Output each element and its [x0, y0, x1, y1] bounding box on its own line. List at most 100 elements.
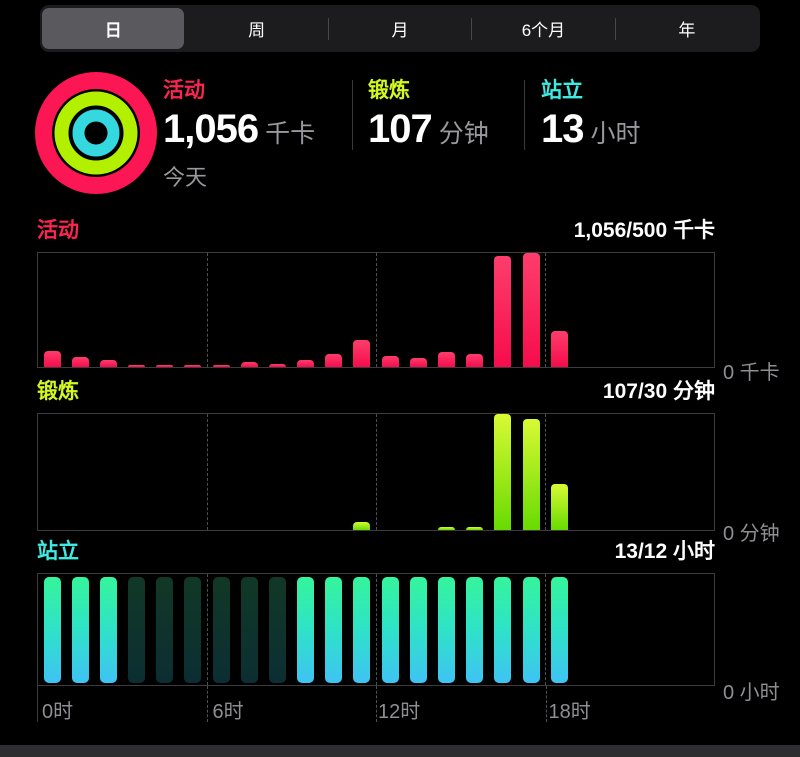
- bar-hour-9: [297, 577, 315, 683]
- hour-slot-17: [517, 577, 545, 683]
- segment-日[interactable]: 日: [42, 8, 185, 49]
- gridline: [376, 253, 377, 367]
- stat-stand-unit: 小时: [590, 120, 641, 148]
- hour-slot-21: [630, 577, 658, 683]
- bar-hour-14: [437, 526, 455, 530]
- segment-周[interactable]: 周: [248, 21, 266, 40]
- hour-slot-20: [601, 253, 629, 367]
- segment-divider: [471, 17, 473, 40]
- segment-年[interactable]: 年: [678, 21, 696, 40]
- stat-stand-value: 13: [541, 107, 584, 151]
- segmented-control: 日 周 月 6个月 年: [40, 5, 760, 52]
- move-chart-section: 活动 1,056/500 千卡 0 千卡: [37, 218, 780, 384]
- bar-hour-5: [184, 364, 202, 367]
- stat-exercise: 锻炼 107 分钟: [368, 80, 489, 150]
- bar-hour-14: [437, 577, 455, 683]
- bar-hour-12: [381, 355, 399, 367]
- hour-slot-3: [123, 414, 151, 530]
- axis-label-6h: 6时: [212, 701, 244, 723]
- hour-slot-2: [94, 414, 122, 530]
- hour-slot-8: [263, 253, 291, 367]
- hour-slot-3: [123, 577, 151, 683]
- gridline: [376, 414, 377, 530]
- bar-hour-15: [466, 526, 484, 530]
- hour-slot-22: [658, 253, 686, 367]
- hour-slot-15: [461, 414, 489, 530]
- activity-rings-icon: [35, 72, 157, 194]
- hour-slot-17: [517, 253, 545, 367]
- hour-slot-21: [630, 414, 658, 530]
- bar-hour-8: [268, 577, 286, 683]
- stat-exercise-label: 锻炼: [368, 79, 410, 102]
- hour-slot-5: [179, 253, 207, 367]
- stat-move-value: 1,056: [163, 107, 259, 151]
- hour-slot-19: [573, 253, 601, 367]
- hour-slot-0: [38, 577, 66, 683]
- segment-月[interactable]: 月: [391, 21, 409, 40]
- hour-slot-8: [263, 577, 291, 683]
- hour-slot-4: [151, 414, 179, 530]
- stat-move-unit: 千卡: [265, 120, 316, 148]
- hour-slot-11: [348, 253, 376, 367]
- hour-slot-4: [151, 253, 179, 367]
- stat-exercise-value: 107: [368, 107, 433, 151]
- hour-slot-7: [235, 253, 263, 367]
- gridline: [207, 253, 208, 367]
- hour-slot-22: [658, 577, 686, 683]
- hour-slot-23: [686, 577, 714, 683]
- hour-slot-2: [94, 253, 122, 367]
- hour-slot-14: [432, 414, 460, 530]
- segment-6个月[interactable]: 6个月: [521, 21, 566, 40]
- bar-hour-16: [494, 577, 512, 683]
- move-baseline-label: 0 千卡: [723, 362, 780, 384]
- axis-label-18h: 18时: [548, 701, 591, 723]
- move-chart-title: 活动: [37, 219, 79, 242]
- bar-hour-6: [212, 577, 230, 683]
- stat-stand-label: 站立: [541, 79, 583, 102]
- bar-hour-7: [240, 362, 258, 367]
- hour-slot-11: [348, 414, 376, 530]
- hour-slot-12: [376, 414, 404, 530]
- exercise-baseline-label: 0 分钟: [723, 523, 780, 545]
- bar-hour-6: [212, 364, 230, 367]
- hour-slot-23: [686, 253, 714, 367]
- bar-hour-1: [71, 356, 89, 367]
- exercise-chart-summary: 107/30 分钟: [602, 380, 715, 403]
- hour-slot-19: [573, 577, 601, 683]
- stat-divider: [352, 80, 353, 150]
- stand-chart-title: 站立: [37, 540, 79, 563]
- gridline: [545, 574, 546, 685]
- bar-hour-7: [240, 577, 258, 683]
- hour-slot-13: [404, 253, 432, 367]
- bar-hour-13: [409, 577, 427, 683]
- hour-slot-9: [292, 577, 320, 683]
- hour-slot-8: [263, 414, 291, 530]
- hour-slot-15: [461, 577, 489, 683]
- hour-slot-16: [489, 577, 517, 683]
- hour-slot-19: [573, 414, 601, 530]
- axis-label-0h: 0时: [42, 701, 74, 723]
- stat-stand: 站立 13 小时: [541, 80, 641, 150]
- bar-hour-1: [71, 577, 89, 683]
- hour-slot-18: [545, 577, 573, 683]
- hour-slot-9: [292, 253, 320, 367]
- hour-slot-2: [94, 577, 122, 683]
- hour-slot-4: [151, 577, 179, 683]
- bar-hour-11: [353, 577, 371, 683]
- exercise-chart-section: 锻炼 107/30 分钟 0 分钟: [37, 379, 780, 545]
- bar-hour-2: [99, 360, 117, 367]
- hour-slot-3: [123, 253, 151, 367]
- hour-slot-10: [320, 577, 348, 683]
- x-axis: 0时 6时 12时 18时: [37, 686, 715, 724]
- stat-move-label: 活动: [163, 79, 205, 102]
- axis-tick: [37, 686, 38, 722]
- hour-slot-14: [432, 253, 460, 367]
- bar-hour-14: [437, 352, 455, 367]
- hour-slot-14: [432, 577, 460, 683]
- hour-slot-18: [545, 414, 573, 530]
- exercise-chart-plot: [37, 413, 715, 531]
- hour-slot-10: [320, 253, 348, 367]
- stand-chart-section: 站立 13/12 小时 0 小时 0时 6时 12时 18时: [37, 539, 780, 724]
- axis-tick: [206, 686, 208, 722]
